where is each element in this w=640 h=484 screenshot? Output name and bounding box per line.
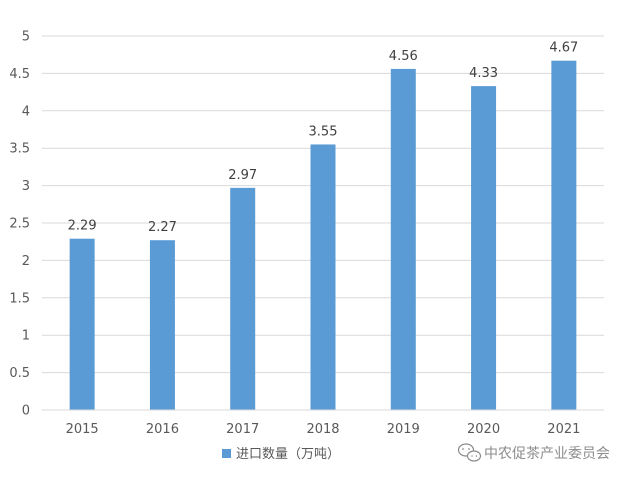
watermark: 中农促茶产业委员会: [457, 443, 610, 462]
y-tick-label: 2: [22, 254, 30, 269]
data-label: 4.56: [389, 49, 418, 64]
x-tick-label: 2020: [467, 422, 500, 437]
data-label: 2.97: [228, 168, 257, 183]
data-label: 2.29: [68, 219, 97, 234]
bar: [69, 238, 95, 410]
legend: 进口数量（万吨）: [222, 447, 340, 462]
x-tick-label: 2017: [226, 422, 259, 437]
y-tick-label: 5: [22, 30, 30, 45]
bar: [230, 187, 256, 410]
axes: 0 0.5 1 1.5 2 2.5 3 3.5 4 4.5 5 2015 2016 2017 2018 201…: [9, 30, 604, 437]
y-tick-label: 3.5: [9, 142, 30, 157]
y-tick-label: 3: [22, 179, 30, 194]
y-tick-label: 4: [22, 104, 30, 119]
data-label: 3.55: [309, 124, 338, 139]
data-label: 2.27: [148, 220, 177, 235]
x-tick-label: 2016: [146, 422, 179, 437]
x-tick-label: 2019: [387, 422, 420, 437]
data-label: 4.67: [549, 41, 578, 56]
y-tick-label: 4.5: [9, 67, 30, 82]
bar: [310, 144, 336, 410]
bar: [471, 86, 497, 410]
y-tick-label: 1: [22, 329, 30, 344]
bar: [149, 240, 175, 410]
y-tick-label: 2.5: [9, 217, 30, 232]
y-tick-label: 0.5: [9, 366, 30, 381]
data-label: 4.33: [469, 66, 498, 81]
bar: [551, 60, 577, 411]
wechat-icon: [457, 443, 482, 462]
y-tick-label: 1.5: [9, 291, 30, 306]
legend-label: 进口数量（万吨）: [236, 447, 340, 462]
x-tick-label: 2018: [306, 422, 339, 437]
watermark-text: 中农促茶产业委员会: [484, 446, 610, 462]
x-tick-label: 2015: [66, 422, 99, 437]
x-tick-label: 2021: [547, 422, 580, 437]
bars: 2.29 2.27 2.97 3.55 4.56 4.33 4.67: [68, 41, 578, 411]
y-tick-label: 0: [22, 404, 30, 419]
bar: [390, 68, 416, 411]
legend-swatch: [222, 449, 231, 458]
